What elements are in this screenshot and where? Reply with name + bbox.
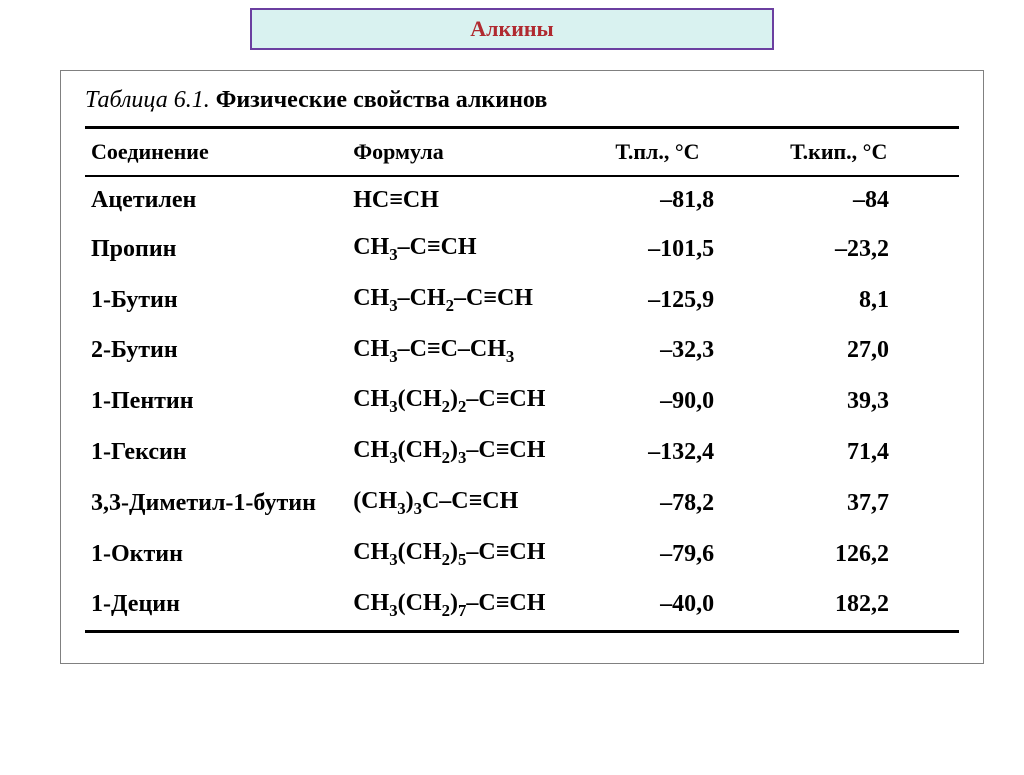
cell-t-melt: –125,9 (609, 275, 784, 326)
cell-compound: 3,3-Диметил-1-бутин (85, 478, 347, 529)
cell-t-boil: 126,2 (784, 529, 959, 580)
cell-formula: CH3(CH2)7–C≡CH (347, 580, 609, 632)
cell-t-boil: –23,2 (784, 224, 959, 275)
cell-t-melt: –132,4 (609, 427, 784, 478)
table-row: 2-БутинCH3–C≡C–CH3–32,327,0 (85, 326, 959, 377)
cell-compound: Пропин (85, 224, 347, 275)
table-caption: Таблица 6.1. Физические свойства алкинов (85, 87, 959, 114)
table-row: АцетиленHC≡CH–81,8–84 (85, 176, 959, 224)
table-header-row: Соединение Формула Т.пл., °С Т.кип., °С (85, 128, 959, 177)
cell-t-melt: –101,5 (609, 224, 784, 275)
cell-t-boil: 27,0 (784, 326, 959, 377)
table-row: 1-ГексинCH3(CH2)3–C≡CH–132,471,4 (85, 427, 959, 478)
cell-t-melt: –79,6 (609, 529, 784, 580)
cell-t-boil: –84 (784, 176, 959, 224)
page-title: Алкины (470, 16, 553, 41)
col-tboil-header: Т.кип., °С (784, 128, 959, 177)
cell-t-boil: 8,1 (784, 275, 959, 326)
cell-t-boil: 71,4 (784, 427, 959, 478)
cell-formula: CH3–C≡C–CH3 (347, 326, 609, 377)
cell-t-boil: 182,2 (784, 580, 959, 632)
cell-compound: 1-Децин (85, 580, 347, 632)
cell-formula: CH3–CH2–C≡CH (347, 275, 609, 326)
caption-prefix: Таблица 6.1. (85, 87, 210, 113)
cell-formula: CH3(CH2)2–C≡CH (347, 376, 609, 427)
cell-t-melt: –90,0 (609, 376, 784, 427)
cell-t-melt: –40,0 (609, 580, 784, 632)
properties-table: Соединение Формула Т.пл., °С Т.кип., °С … (85, 126, 959, 633)
table-body: АцетиленHC≡CH–81,8–84ПропинCH3–C≡CH–101,… (85, 176, 959, 632)
table-row: 1-БутинCH3–CH2–C≡CH–125,98,1 (85, 275, 959, 326)
cell-t-melt: –78,2 (609, 478, 784, 529)
cell-formula: CH3–C≡CH (347, 224, 609, 275)
cell-t-melt: –81,8 (609, 176, 784, 224)
cell-compound: Ацетилен (85, 176, 347, 224)
caption-title: Физические свойства алкинов (216, 87, 548, 113)
cell-compound: 1-Бутин (85, 275, 347, 326)
page-header: Алкины (250, 8, 774, 50)
table-row: 1-ДецинCH3(CH2)7–C≡CH–40,0182,2 (85, 580, 959, 632)
cell-formula: CH3(CH2)3–C≡CH (347, 427, 609, 478)
col-compound-header: Соединение (85, 128, 347, 177)
cell-formula: CH3(CH2)5–C≡CH (347, 529, 609, 580)
cell-formula: HC≡CH (347, 176, 609, 224)
cell-t-boil: 37,7 (784, 478, 959, 529)
col-tmelt-header: Т.пл., °С (609, 128, 784, 177)
cell-formula: (CH3)3C–C≡CH (347, 478, 609, 529)
cell-compound: 1-Гексин (85, 427, 347, 478)
table-row: 3,3-Диметил-1-бутин(CH3)3C–C≡CH–78,237,7 (85, 478, 959, 529)
cell-compound: 1-Октин (85, 529, 347, 580)
cell-compound: 2-Бутин (85, 326, 347, 377)
table-row: 1-ОктинCH3(CH2)5–C≡CH–79,6126,2 (85, 529, 959, 580)
col-formula-header: Формула (347, 128, 609, 177)
cell-t-melt: –32,3 (609, 326, 784, 377)
table-row: ПропинCH3–C≡CH–101,5–23,2 (85, 224, 959, 275)
table-row: 1-ПентинCH3(CH2)2–C≡CH–90,039,3 (85, 376, 959, 427)
table-frame: Таблица 6.1. Физические свойства алкинов… (60, 70, 984, 664)
cell-compound: 1-Пентин (85, 376, 347, 427)
cell-t-boil: 39,3 (784, 376, 959, 427)
